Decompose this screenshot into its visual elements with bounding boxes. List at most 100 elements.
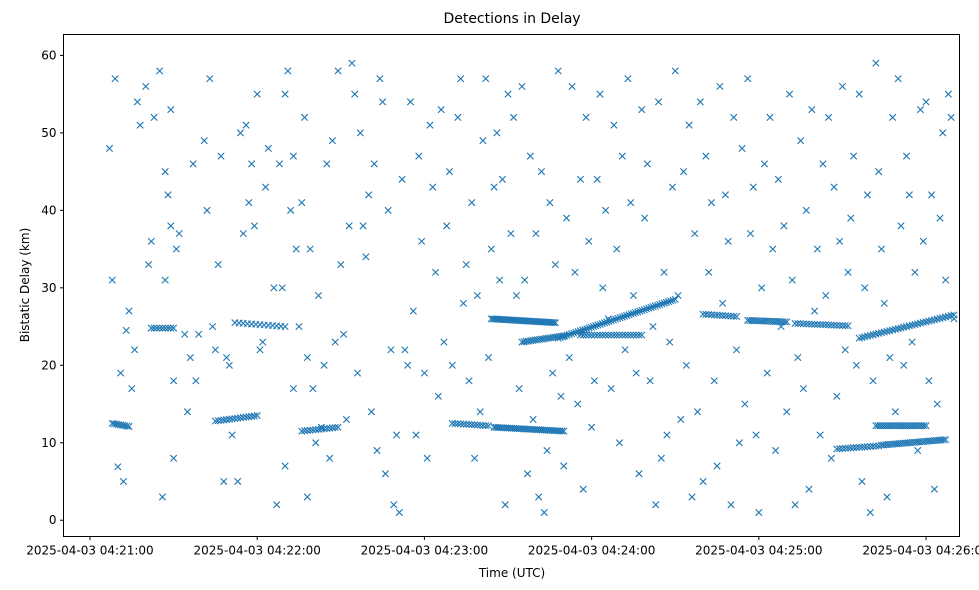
detection-point <box>607 384 615 393</box>
detection-point <box>624 331 632 339</box>
detection-point <box>370 160 378 168</box>
detection-point <box>861 333 869 341</box>
detection-point <box>334 67 342 75</box>
detection-point <box>498 175 507 183</box>
detection-point <box>169 324 178 332</box>
detection-point <box>479 421 487 429</box>
detection-point <box>710 377 718 385</box>
detection-point <box>638 331 646 339</box>
detection-point <box>426 121 434 129</box>
detection-point <box>412 431 420 439</box>
detection-point <box>570 329 578 337</box>
detection-point <box>877 329 886 337</box>
detection-point <box>819 321 827 329</box>
detection-point <box>900 323 908 331</box>
detection-point <box>638 306 646 314</box>
detection-point <box>451 419 459 428</box>
detection-point <box>365 191 373 199</box>
detection-point <box>523 470 532 478</box>
detection-point <box>588 331 596 339</box>
detection-point <box>532 230 540 238</box>
detection-point <box>763 369 771 377</box>
detection-point <box>847 444 855 452</box>
detection-point <box>359 222 367 230</box>
detection-point <box>418 237 426 245</box>
detection-point <box>651 302 659 310</box>
detection-point <box>167 324 175 332</box>
detection-point <box>810 307 819 315</box>
detection-point <box>281 322 289 331</box>
detection-point <box>504 90 512 98</box>
detection-point <box>791 501 799 509</box>
detection-point <box>289 384 298 393</box>
detection-point <box>738 144 746 152</box>
detection-point <box>631 309 640 317</box>
detection-point <box>668 183 677 191</box>
y-tick-label: 30 <box>41 281 56 295</box>
detection-point <box>256 346 264 354</box>
detection-point <box>616 314 624 322</box>
detection-point <box>133 98 141 106</box>
detection-point <box>105 144 114 152</box>
detection-point <box>150 113 158 121</box>
detection-point <box>760 160 769 168</box>
detection-point <box>783 318 791 326</box>
detection-point <box>512 291 520 300</box>
detection-point <box>833 445 841 453</box>
detection-point <box>852 443 860 452</box>
detection-point <box>563 331 571 339</box>
detection-point <box>214 260 222 269</box>
detection-point <box>473 421 481 429</box>
detection-point <box>482 421 490 430</box>
detection-point <box>167 222 175 230</box>
detection-point <box>688 493 696 501</box>
detection-point <box>437 106 445 114</box>
detection-point <box>824 113 833 121</box>
detection-point <box>560 462 568 470</box>
detection-point <box>916 106 925 114</box>
detection-point <box>250 412 258 420</box>
detection-point <box>805 320 813 328</box>
detection-point <box>147 324 155 332</box>
x-tick-label: 2025-04-03 04:22:00 <box>193 544 320 558</box>
detection-point <box>401 346 409 354</box>
detection-point <box>242 121 250 129</box>
detection-point <box>719 299 727 307</box>
detection-point <box>111 75 119 83</box>
detection-point <box>640 306 648 314</box>
detection-point <box>156 324 164 332</box>
detection-point <box>250 222 258 230</box>
detection-point <box>567 330 576 338</box>
detection-point <box>356 129 364 137</box>
detection-point <box>328 137 337 145</box>
detection-point <box>284 67 292 75</box>
detection-point <box>306 245 314 253</box>
detection-point <box>551 260 559 269</box>
detection-point <box>741 400 749 408</box>
detection-point <box>554 67 562 75</box>
detection-point <box>183 408 192 416</box>
detection-point <box>897 222 905 230</box>
detection-point <box>123 422 131 430</box>
detection-point <box>780 222 788 230</box>
detection-point <box>590 377 598 385</box>
detection-point <box>612 315 620 323</box>
detection-point <box>642 305 651 313</box>
detection-point <box>348 59 356 67</box>
x-axis: 2025-04-03 04:21:00 2025-04-03 04:22:00 20… <box>26 536 979 558</box>
detection-point <box>192 377 200 385</box>
detection-point <box>203 206 211 214</box>
detection-point <box>128 384 136 393</box>
detection-point <box>880 299 888 307</box>
detection-point <box>836 321 844 330</box>
detection-point <box>487 245 495 253</box>
detection-point <box>702 310 710 318</box>
detection-point <box>604 331 612 339</box>
detection-point <box>827 321 835 329</box>
detection-point <box>239 230 247 238</box>
detection-point <box>836 237 844 245</box>
detection-point <box>507 230 515 238</box>
detection-point <box>713 311 721 319</box>
detection-point <box>646 377 654 385</box>
